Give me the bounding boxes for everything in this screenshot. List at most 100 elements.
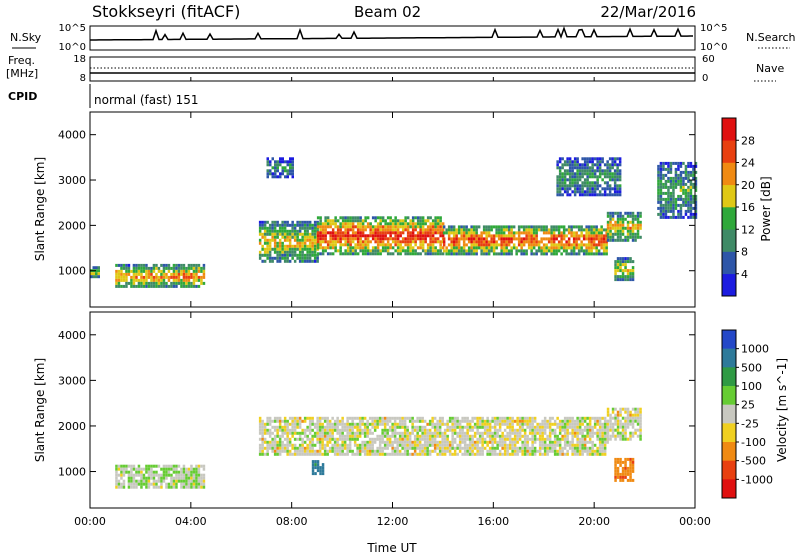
echo-region: [606, 407, 642, 441]
nsky-strip: N.Sky 10^5 10^0 10^5 10^0 N.Search: [10, 23, 796, 53]
date-label: 22/Mar/2016: [600, 3, 696, 21]
x-tick-label: 00:00: [679, 515, 711, 528]
power-echoes: [90, 157, 698, 288]
colorbar-tick-label: 4: [741, 268, 748, 281]
echo-region: [258, 416, 609, 456]
colorbar-tick-label: 12: [741, 223, 755, 236]
echo-region: [442, 225, 608, 256]
y-tick-label: 1000: [58, 265, 86, 278]
y-tick-label: 4000: [58, 329, 86, 342]
echo-region: [657, 161, 698, 219]
cpid-value: normal (fast) 151: [94, 93, 198, 107]
y-tick-label: 4000: [58, 129, 86, 142]
nsky-label: N.Sky: [10, 31, 42, 44]
freq-bottom-tick: 8: [80, 73, 86, 84]
nave-label: Nave: [756, 62, 784, 75]
colorbar-cell: [722, 162, 736, 186]
x-tick-label: 20:00: [578, 515, 610, 528]
nsky-top-tick: 10^5: [59, 23, 86, 34]
y-tick-label: 3000: [58, 174, 86, 187]
nave-bottom-tick: 0: [702, 73, 708, 84]
velocity-colorbar: 1000 500 100 25 -25 -100 -500 -1000: [721, 329, 773, 499]
power-colorbar-label: Power [dB]: [759, 176, 773, 241]
freq-label: Freq.: [8, 54, 35, 67]
colorbar-cell: [722, 184, 736, 208]
colorbar-tick-label: -1000: [741, 473, 773, 486]
freq-top-tick: 18: [73, 54, 86, 65]
colorbar-frame: [721, 329, 737, 499]
colorbar-cell: [722, 207, 736, 230]
colorbar-cell: [722, 367, 736, 387]
colorbar-tick-label: 16: [741, 201, 755, 214]
colorbar-tick-label: 20: [741, 179, 755, 192]
colorbar-tick-label: 8: [741, 246, 748, 259]
nsearch-top-tick: 10^5: [700, 23, 727, 34]
velocity-y-axis: 1000 2000 3000 4000: [58, 329, 695, 479]
colorbar-tick-label: 28: [741, 134, 755, 147]
colorbar-cell: [722, 386, 736, 405]
colorbar-cell: [722, 229, 736, 252]
x-tick-label: 12:00: [377, 515, 409, 528]
cpid-label: CPID: [8, 90, 37, 103]
echo-region: [556, 157, 622, 197]
echo-region: [614, 257, 635, 282]
power-y-label: Slant Range [km]: [33, 157, 47, 261]
nsky-frame: [89, 25, 696, 51]
colorbar-tick-label: -500: [741, 455, 766, 468]
freq-strip: Freq. [MHz] 18 8 60 0 Nave: [6, 54, 784, 84]
station-title: Stokkseyri (fitACF): [92, 2, 240, 21]
nsky-trace: [90, 26, 693, 41]
velocity-echoes: [115, 407, 642, 489]
power-colorbar: 4 8 12 16 20 24 28: [721, 117, 755, 297]
colorbar-tick-label: 24: [741, 157, 755, 170]
colorbar-tick-label: 500: [741, 361, 762, 374]
y-tick-label: 3000: [58, 374, 86, 387]
echo-region: [115, 464, 206, 489]
velocity-y-label: Slant Range [km]: [33, 358, 47, 462]
echo-region: [258, 220, 319, 263]
echo-region: [115, 263, 206, 288]
colorbar-tick-label: -100: [741, 436, 766, 449]
colorbar-cell: [722, 330, 736, 349]
colorbar-cell: [722, 348, 736, 368]
echo-region: [90, 266, 100, 279]
echo-region: [316, 216, 445, 256]
echo-region: [606, 211, 642, 242]
colorbar-cell: [722, 273, 736, 297]
colorbar-cell: [722, 460, 736, 480]
velocity-colorbar-label: Velocity [m s^-1]: [775, 358, 789, 462]
velocity-panel: 1000 2000 3000 4000 Slant Range [km] 1000 50…: [33, 311, 789, 509]
colorbar-cell: [722, 140, 736, 163]
colorbar-cell: [722, 251, 736, 275]
x-tick-label: 16:00: [477, 515, 509, 528]
colorbar-cell: [722, 118, 736, 141]
x-tick-label: 08:00: [276, 515, 308, 528]
colorbar-tick-label: -25: [741, 417, 759, 430]
y-tick-label: 2000: [58, 420, 86, 433]
colorbar-tick-label: 100: [741, 380, 762, 393]
nsearch-bottom-tick: 10^0: [700, 42, 727, 53]
nsearch-label: N.Search: [746, 31, 796, 44]
echo-region: [311, 460, 325, 476]
time-axis: 00:00 04:00 08:00 12:00 16:00 20:00 00:00: [74, 77, 711, 528]
colorbar-cell: [722, 404, 736, 424]
colorbar-cell: [722, 423, 736, 443]
y-tick-label: 2000: [58, 219, 86, 232]
nave-top-tick: 60: [702, 54, 715, 65]
nsky-bottom-tick: 10^0: [59, 42, 86, 53]
power-y-axis: 1000 2000 3000 4000: [58, 129, 695, 278]
freq-unit-label: [MHz]: [6, 67, 38, 80]
x-tick-label: 04:00: [175, 515, 207, 528]
echo-region: [266, 157, 294, 179]
beam-label: Beam 02: [354, 3, 421, 21]
colorbar-cell: [722, 479, 736, 499]
echo-region: [614, 457, 635, 482]
power-frame: [89, 111, 696, 308]
colorbar-cell: [722, 442, 736, 461]
colorbar-tick-label: 1000: [741, 343, 769, 356]
x-axis-label: Time UT: [366, 541, 417, 554]
x-tick-label: 00:00: [74, 515, 106, 528]
colorbar-tick-label: 25: [741, 399, 755, 412]
